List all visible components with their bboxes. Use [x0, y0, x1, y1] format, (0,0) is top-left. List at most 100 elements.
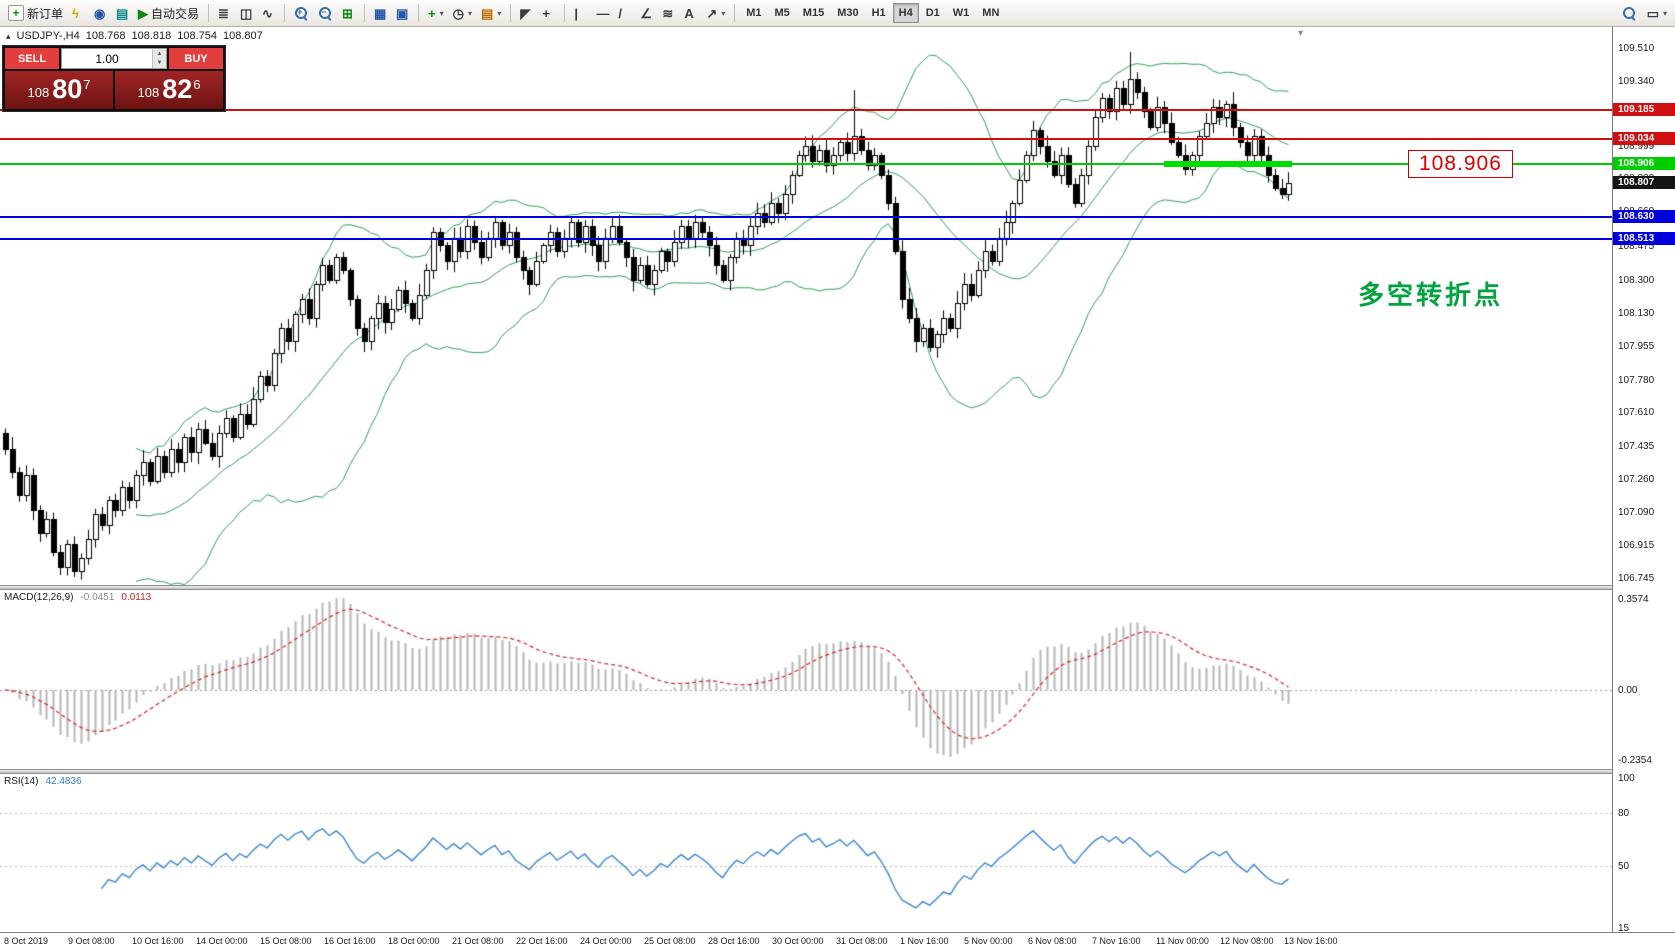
panel-separator-rsi[interactable]	[0, 769, 1675, 774]
cursor-icon: ◤	[520, 5, 531, 21]
timeframe-button-h4[interactable]: H4	[892, 3, 919, 23]
price-scale[interactable]: 109.510109.340109.170108.999108.830108.6…	[1612, 27, 1675, 934]
timeframe-button-m1[interactable]: M1	[746, 7, 762, 19]
support-line-2[interactable]	[0, 238, 1612, 241]
support-line-1[interactable]	[0, 215, 1612, 218]
angle-trendline-icon: ∠	[640, 5, 652, 21]
macd-signal-value: 0.0113	[121, 592, 152, 603]
collapse-icon[interactable]: ▴	[6, 30, 11, 41]
vertical-line-button[interactable]: |	[570, 3, 591, 24]
cursor-button[interactable]: ◤	[516, 3, 537, 24]
buy-price-display[interactable]: 108 82 6	[115, 71, 223, 109]
market-watch-icon[interactable]: ◉	[90, 3, 111, 24]
zoom-in-button[interactable]: +	[290, 3, 313, 24]
metaeditor-icon-icon: ϟ	[72, 5, 79, 21]
chart-shift-marker[interactable]: ▾	[1298, 28, 1304, 39]
toolbar-separator	[734, 4, 736, 22]
trendline-button[interactable]: /	[614, 3, 635, 24]
ohlc-low: 108.754	[177, 30, 217, 42]
arrows-button[interactable]: ↗ ▾	[702, 3, 729, 24]
chart-annotation[interactable]: 多空转折点	[1358, 280, 1504, 310]
time-axis-label: 1 Nov 16:00	[900, 936, 949, 946]
resistance-line-1[interactable]	[0, 109, 1612, 112]
sell-price-prefix: 108	[27, 85, 50, 100]
pivot-line[interactable]	[0, 162, 1612, 165]
sell-price-display[interactable]: 108 80 7	[5, 71, 113, 109]
time-axis[interactable]: 8 Oct 2019 9 Oct 08:00 10 Oct 16:00 14 Oct …	[0, 932, 1675, 949]
text-label-button[interactable]: A	[680, 3, 701, 24]
time-axis-label: 7 Nov 16:00	[1092, 936, 1141, 946]
macd-scale-label: 0.3574	[1618, 594, 1649, 605]
bar-chart-button[interactable]: ≣	[214, 3, 235, 24]
timeframe-button-h1[interactable]: H1	[871, 7, 886, 19]
price-tick-label: 106.745	[1618, 572, 1655, 584]
line-chart-button[interactable]: ∿	[258, 3, 279, 24]
resistance-line-2[interactable]	[0, 138, 1612, 141]
price-tick-label: 109.340	[1618, 75, 1655, 87]
timeframe-button-m5[interactable]: M5	[774, 7, 790, 19]
chevron-down-icon: ▾	[497, 8, 502, 18]
rsi-scale-label: 80	[1618, 808, 1630, 820]
timeframe-button-mn[interactable]: MN	[982, 7, 1000, 19]
fibonacci-button[interactable]: ≋	[658, 3, 679, 24]
price-tick-label: 109.510	[1618, 43, 1655, 55]
indicators-button[interactable]: + ▾	[424, 3, 448, 24]
chevron-down-icon: ▾	[439, 8, 444, 18]
rsi-scale-label: 50	[1618, 861, 1630, 873]
metaeditor-icon[interactable]: ϟ	[68, 3, 89, 24]
volume-input[interactable]	[62, 51, 152, 66]
horizontal-line-button[interactable]: —	[592, 3, 613, 24]
chevron-down-icon: ▾	[1662, 8, 1667, 18]
crosshair-button[interactable]: +	[538, 3, 559, 24]
autotrading-button[interactable]: ▶ 自动交易	[134, 3, 203, 24]
time-axis-label: 31 Oct 08:00	[836, 936, 888, 946]
sell-price-sup: 7	[83, 77, 91, 92]
ohlc-close: 108.807	[223, 30, 263, 42]
periods-button[interactable]: ◷ ▾	[449, 3, 476, 24]
zoom-out-button[interactable]: −	[314, 3, 337, 24]
cascade-windows-button[interactable]: ▣	[392, 3, 413, 24]
one-click-trading-widget: SELL ▲ ▼ BUY 108 80 7 108	[2, 45, 226, 112]
price-chart-canvas[interactable]	[0, 27, 1612, 585]
time-axis-label: 18 Oct 00:00	[388, 936, 440, 946]
pivot-highlight-zone[interactable]	[1164, 160, 1293, 167]
fibonacci-icon: ≋	[662, 5, 674, 21]
tile-windows-button[interactable]: ▦	[370, 3, 391, 24]
zoom-out-icon: −	[318, 6, 333, 21]
navigator-icon[interactable]: ▤	[112, 3, 133, 24]
new-order-button-label: 新订单	[27, 6, 64, 21]
timeframe-button-d1[interactable]: D1	[925, 7, 940, 19]
ohlc-high: 108.818	[131, 30, 172, 42]
time-axis-label: 8 Oct 2019	[4, 936, 49, 946]
candlestick-chart-button[interactable]: ◫	[236, 3, 257, 24]
zoom-in-icon: +	[294, 6, 309, 21]
time-axis-label: 14 Oct 00:00	[196, 936, 248, 946]
volume-up-button[interactable]: ▲	[153, 49, 166, 59]
chevron-down-icon: ▾	[467, 8, 472, 18]
macd-indicator-canvas[interactable]	[0, 590, 1612, 769]
new-order-button[interactable]: + 新订单	[4, 3, 67, 24]
price-callout[interactable]: 108.906	[1408, 150, 1513, 178]
time-axis-label: 28 Oct 16:00	[708, 936, 760, 946]
autotrading-button-label: 自动交易	[151, 6, 200, 21]
timeframe-button-m15[interactable]: M15	[802, 7, 825, 19]
toolbar-separator	[510, 4, 512, 22]
volume-down-button[interactable]: ▼	[153, 58, 166, 68]
rsi-scale-label: 100	[1618, 773, 1635, 784]
timeframe-button-w1[interactable]: W1	[952, 7, 970, 19]
rsi-value: 42.4836	[45, 776, 82, 787]
templates-button[interactable]: ▤ ▾	[477, 3, 505, 24]
time-axis-label: 13 Nov 16:00	[1284, 936, 1338, 946]
rsi-indicator-canvas[interactable]	[0, 774, 1612, 932]
new-chart-button[interactable]: ▭ ▾	[1643, 3, 1671, 24]
timeframe-button-m30[interactable]: M30	[837, 7, 859, 19]
angle-trendline-button[interactable]: ∠	[636, 3, 657, 24]
search-button[interactable]	[1618, 3, 1641, 24]
chart-grid-button[interactable]: ⊞	[338, 3, 359, 24]
sell-button[interactable]: SELL	[5, 48, 59, 69]
new-order-icon: +	[8, 5, 24, 21]
buy-price-sup: 6	[193, 77, 201, 92]
rsi-name: RSI(14)	[4, 776, 39, 787]
buy-button[interactable]: BUY	[169, 48, 223, 69]
panel-separator-macd[interactable]	[0, 585, 1675, 590]
